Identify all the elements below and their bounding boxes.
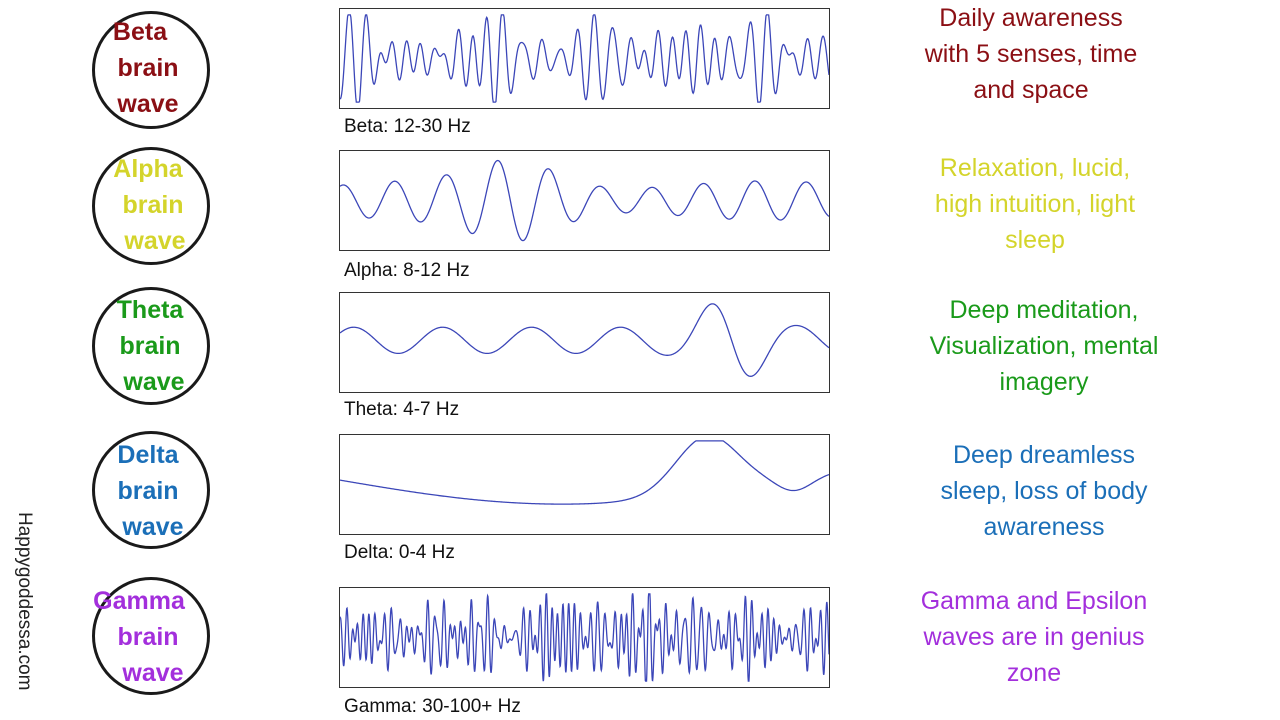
delta-circle (92, 431, 210, 549)
alpha-wave-plot (339, 150, 830, 251)
gamma-wave-svg (340, 593, 829, 682)
alpha-wave-svg (340, 159, 829, 242)
delta-description: Deep dreamless sleep, loss of body aware… (894, 437, 1194, 545)
gamma-circle-line-1: Gamma (93, 587, 185, 615)
theta-caption: Theta: 4-7 Hz (344, 399, 460, 420)
beta-wave-svg (340, 14, 829, 103)
delta-caption: Delta: 0-4 Hz (344, 542, 455, 563)
theta-description-line-1: Deep meditation, (949, 296, 1139, 324)
gamma-description-line-1: Gamma and Epsilon (920, 587, 1148, 615)
delta-description-line-1: Deep dreamless (952, 441, 1136, 469)
theta-description-line-2: Visualization, mental (929, 332, 1159, 360)
gamma-circle-line-3: wave (122, 659, 184, 687)
beta-wave-plot (339, 8, 830, 109)
beta-circle-line-1: Beta (112, 18, 168, 46)
beta-circle (92, 11, 210, 129)
gamma-wave-plot (339, 587, 830, 688)
theta-description-line-3: imagery (999, 368, 1089, 396)
gamma-description: Gamma and Epsilon waves are in genius zo… (884, 583, 1184, 691)
gamma-circle (92, 577, 210, 695)
theta-description: Deep meditation, Visualization, mental i… (894, 292, 1194, 400)
theta-wave-line (340, 303, 829, 377)
gamma-description-line-2: waves are in genius (923, 623, 1145, 651)
alpha-circle-line-1: Alpha (113, 155, 183, 183)
alpha-wave-line (340, 159, 829, 242)
beta-circle-line-2: brain (117, 54, 179, 82)
beta-circle-label: Beta brain wave (96, 14, 220, 122)
beta-description-line-1: Daily awareness (939, 4, 1123, 32)
gamma-circle-line-2: brain (117, 623, 179, 651)
delta-wave-svg (340, 440, 829, 505)
delta-wave-line (340, 440, 829, 505)
alpha-circle-line-3: wave (124, 227, 186, 255)
delta-description-line-2: sleep, loss of body (940, 477, 1148, 505)
theta-circle-label: Theta brain wave (96, 292, 220, 400)
beta-description-line-2: with 5 senses, time (924, 40, 1138, 68)
delta-circle-line-3: wave (122, 513, 184, 541)
delta-wave-plot (339, 434, 830, 535)
theta-circle (92, 287, 210, 405)
beta-circle-line-3: wave (117, 90, 179, 118)
alpha-circle-line-2: brain (122, 191, 184, 219)
delta-circle-label: Delta brain wave (96, 437, 220, 545)
alpha-description: Relaxation, lucid, high intuition, light… (885, 150, 1185, 258)
gamma-circle-label: Gamma brain wave (93, 583, 220, 691)
delta-circle-line-1: Delta (117, 441, 179, 469)
alpha-circle (92, 147, 210, 265)
theta-circle-line-2: brain (119, 332, 181, 360)
gamma-caption: Gamma: 30-100+ Hz (344, 696, 521, 717)
beta-description-line-3: and space (973, 76, 1089, 104)
gamma-wave-line (340, 593, 829, 682)
alpha-circle-label: Alpha brain wave (96, 151, 220, 259)
theta-wave-plot (339, 292, 830, 393)
theta-wave-svg (340, 303, 829, 377)
alpha-description-line-3: sleep (1005, 226, 1065, 254)
beta-caption: Beta: 12-30 Hz (344, 116, 471, 137)
delta-circle-line-2: brain (117, 477, 179, 505)
alpha-description-line-2: high intuition, light (934, 190, 1136, 218)
beta-description: Daily awareness with 5 senses, time and … (881, 0, 1181, 108)
delta-description-line-3: awareness (983, 513, 1105, 541)
alpha-caption: Alpha: 8-12 Hz (344, 260, 470, 281)
theta-circle-line-1: Theta (116, 296, 184, 324)
theta-circle-line-3: wave (123, 368, 185, 396)
gamma-description-line-3: zone (1006, 659, 1062, 687)
site-watermark: Happygoddessa.com (14, 512, 35, 691)
beta-wave-line (340, 14, 829, 103)
alpha-description-line-1: Relaxation, lucid, (939, 154, 1131, 182)
